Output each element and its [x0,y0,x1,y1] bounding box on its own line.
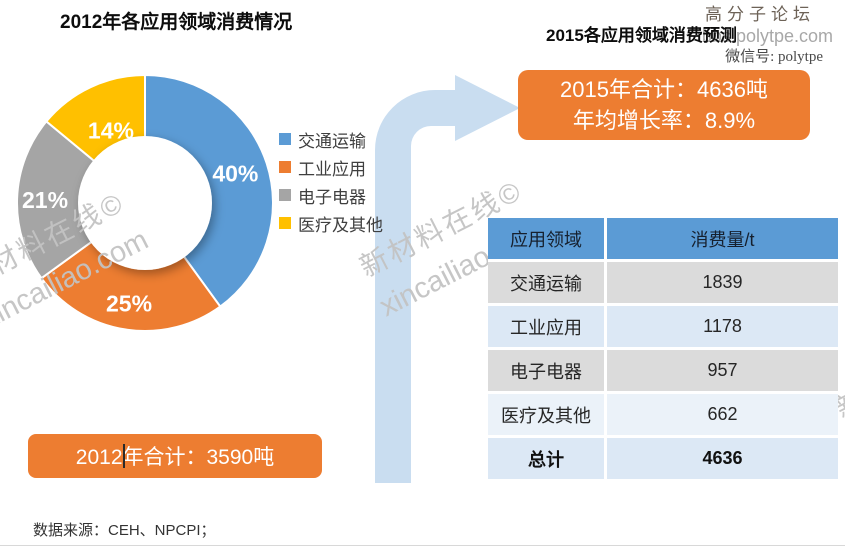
table-cell: 医疗及其他 [488,394,604,435]
table-header-cell: 应用领域 [488,218,604,259]
legend-item: 工业应用 [279,157,383,179]
legend-swatch-icon [279,161,291,173]
legend-swatch-icon [279,189,291,201]
summary-2012-total: 2012年合计：3590吨 [75,446,275,469]
table-total-cell: 总计 [488,438,604,479]
table-cell: 工业应用 [488,306,604,347]
legend-item: 交通运输 [279,129,383,151]
table-cell: 957 [607,350,838,391]
table-cell: 1839 [607,262,838,303]
table-header-cell: 消费量/t [607,218,838,259]
right-panel-title: 2015各应用领域消费预测 [546,26,737,45]
table-cell: 1178 [607,306,838,347]
chart-legend: 交通运输工业应用电子电器医疗及其他 [279,129,383,235]
slice-percent-label: 40% [212,161,258,187]
table-cell: 电子电器 [488,350,604,391]
legend-swatch-icon [279,217,291,229]
slice-percent-label: 25% [106,291,152,317]
donut-hole [78,136,212,270]
slice-percent-label: 21% [22,187,68,213]
legend-label: 交通运输 [298,131,366,151]
legend-item: 电子电器 [279,185,383,207]
left-chart-title: 2012年各应用领域消费情况 [60,12,293,33]
forecast-table-2015: 应用领域 消费量/t 交通运输 1839 工业应用 1178 电子电器 957 医疗及其他 662… [488,218,838,479]
bottom-divider [0,545,845,546]
donut-percent-labels: 40% 25% 21% 14% [22,118,258,317]
table-cell: 662 [607,394,838,435]
site-watermark-topright: 高分子论坛 bbs.polytpe.com 微信号: polytpe [702,4,835,67]
legend-label: 电子电器 [298,187,366,207]
arrow-shape [375,75,520,483]
donut-chart-2012: 40% 25% 21% 14% [16,73,274,332]
text-cursor [123,444,125,468]
legend-item: 医疗及其他 [279,213,383,235]
watermark-forum-name: 高分子论坛 [705,5,815,24]
legend-label: 工业应用 [298,159,366,179]
watermark-site-url: bbs.polytpe.com [701,26,833,47]
summary-box-2012: 2012年合计：3590吨 [28,434,322,478]
legend-swatch-icon [279,133,291,145]
watermark-wechat-id: 微信号: polytpe [725,48,823,65]
summary-2015-total: 2015年合计：4636吨 [560,77,768,102]
table-cell: 交通运输 [488,262,604,303]
summary-box-2015: 2015年合计：4636吨 年均增长率：8.9% [518,70,810,140]
legend-label: 医疗及其他 [298,215,383,235]
bent-arrow-connector [375,75,520,483]
table-total-cell: 4636 [607,438,838,479]
data-source-note: 数据来源：CEH、NPCPI； [33,522,216,539]
summary-2015-growth: 年均增长率：8.9% [572,108,756,133]
slice-percent-label: 14% [88,118,134,144]
